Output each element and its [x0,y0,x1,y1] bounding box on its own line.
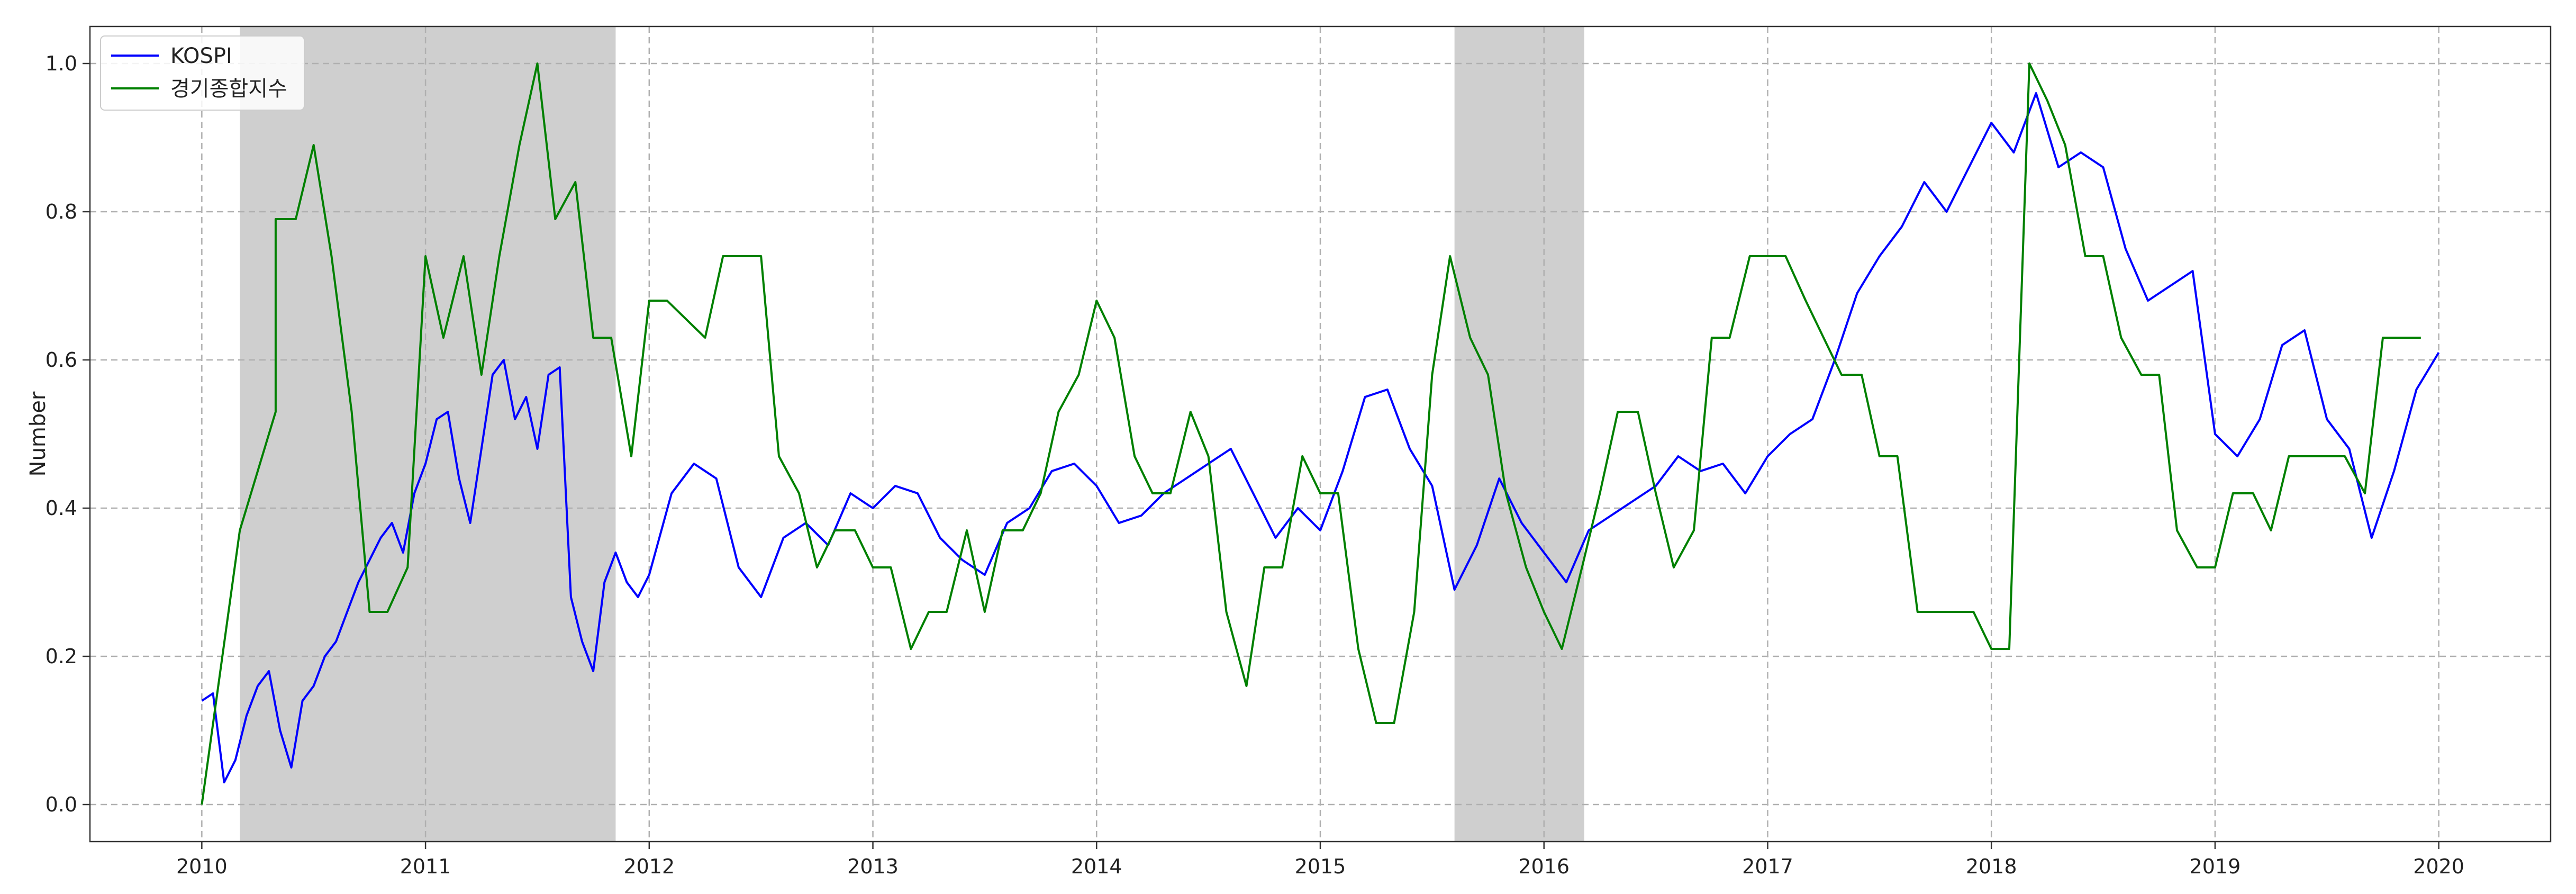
y-tick-label: 0.4 [46,496,77,520]
y-axis-ticks: 0.0 0.2 0.4 0.6 0.8 1.0 [46,52,90,816]
y-tick-label: 0.8 [46,200,77,223]
series-lines [201,62,2440,805]
grid-lines [90,26,2551,842]
shaded-period-1 [240,26,616,842]
shaded-period-2 [1454,26,1584,842]
x-tick-label: 2017 [1742,855,1793,878]
series-line-composite-index [201,62,2421,805]
x-tick-label: 2016 [1518,855,1570,878]
legend-label: 경기종합지수 [170,77,287,101]
x-tick-label: 2019 [2190,855,2241,878]
series-line-kospi [201,92,2440,783]
x-tick-label: 2020 [2413,855,2464,878]
x-axis-ticks: 2010 2011 2012 2013 2014 2015 2016 2017 2018 2019… [176,842,2464,878]
x-tick-label: 2012 [623,855,675,878]
recession-shading [240,26,1584,842]
y-tick-label: 1.0 [46,52,77,75]
y-axis-label: Number [26,391,50,476]
x-tick-label: 2018 [1966,855,2017,878]
x-tick-label: 2011 [400,855,451,878]
x-tick-label: 2010 [176,855,228,878]
legend-label: KOSPI [170,44,232,68]
y-tick-label: 0.6 [46,348,77,372]
x-tick-label: 2015 [1295,855,1346,878]
y-tick-label: 0.0 [46,793,77,816]
y-tick-label: 0.2 [46,645,77,668]
x-tick-label: 2014 [1071,855,1122,878]
x-tick-label: 2013 [847,855,899,878]
legend: KOSPI 경기종합지수 [100,35,305,111]
